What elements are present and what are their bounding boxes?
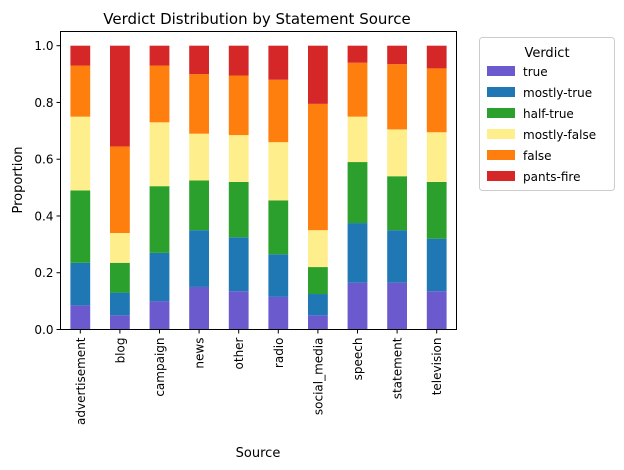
bar-news-half-true xyxy=(189,180,209,231)
bar-social_media-false xyxy=(308,103,328,231)
bar-radio-half-true xyxy=(268,200,289,255)
bar-social_media-true xyxy=(308,315,328,330)
y-tick-label: 0.4 xyxy=(34,209,53,223)
x-tick-label-blog: blog xyxy=(113,338,127,364)
bar-other-mostly-false xyxy=(228,135,249,182)
legend-swatch-mostly-true xyxy=(487,87,515,97)
y-axis: 0.0 0.2 0.4 0.6 0.8 1.0 xyxy=(34,39,61,337)
legend-swatch-false xyxy=(487,150,515,160)
legend-swatch-mostly-false xyxy=(487,129,515,139)
bar-news-mostly-false xyxy=(189,133,209,181)
x-tick-label-speech: speech xyxy=(351,338,365,381)
legend-label-mostly-false: mostly-false xyxy=(523,128,596,142)
chart-title: Verdict Distribution by Statement Source xyxy=(103,10,410,28)
bar-news-true xyxy=(189,286,209,330)
legend-swatch-half-true xyxy=(487,108,515,118)
bar-other-mostly-true xyxy=(228,237,249,292)
legend-swatch-pants-fire xyxy=(487,171,515,181)
y-axis-label: Proportion xyxy=(11,146,26,213)
bar-radio-mostly-true xyxy=(268,254,289,297)
bar-campaign-false xyxy=(149,65,170,123)
x-tick-label-advertisement: advertisement xyxy=(74,337,88,425)
x-tick-label-radio: radio xyxy=(272,338,286,369)
bar-advertisement-false xyxy=(70,65,91,117)
bar-speech-mostly-true xyxy=(347,223,368,283)
bar-news-pants-fire xyxy=(189,45,209,75)
bar-speech-pants-fire xyxy=(347,45,368,63)
y-tick-label: 0.0 xyxy=(34,323,53,337)
bar-blog-mostly-true xyxy=(110,292,130,316)
bar-campaign-true xyxy=(149,301,170,330)
y-tick-label: 1.0 xyxy=(34,39,53,53)
legend-label-pants-fire: pants-fire xyxy=(523,170,580,184)
x-tick-label-news: news xyxy=(193,338,207,369)
bar-speech-true xyxy=(347,282,368,330)
bar-television-mostly-true xyxy=(426,238,447,292)
bar-other-true xyxy=(228,291,249,330)
bar-advertisement-mostly-false xyxy=(70,116,91,191)
bar-campaign-half-true xyxy=(149,186,170,253)
bar-television-mostly-false xyxy=(426,132,447,182)
bar-radio-mostly-false xyxy=(268,142,289,201)
bar-statement-mostly-true xyxy=(387,230,407,283)
bar-television-half-true xyxy=(426,181,447,239)
bar-advertisement-pants-fire xyxy=(70,45,91,66)
bar-statement-true xyxy=(387,282,407,330)
bar-campaign-pants-fire xyxy=(149,45,170,66)
bar-campaign-mostly-false xyxy=(149,122,170,187)
bar-blog-pants-fire xyxy=(110,45,130,147)
plot-frame xyxy=(60,31,457,330)
bar-social_media-mostly-false xyxy=(308,230,328,268)
bar-statement-false xyxy=(387,64,407,130)
bar-speech-half-true xyxy=(347,162,368,224)
bar-radio-pants-fire xyxy=(268,45,289,80)
x-axis: advertisement blog campaign news other radio s… xyxy=(74,329,444,425)
x-tick-label-television: television xyxy=(430,338,444,396)
bar-radio-false xyxy=(268,79,289,143)
x-tick-label-campaign: campaign xyxy=(153,338,167,397)
bar-blog-false xyxy=(110,146,130,234)
bar-advertisement-mostly-true xyxy=(70,262,91,306)
bar-campaign-mostly-true xyxy=(149,252,170,302)
bar-social_media-pants-fire xyxy=(308,45,328,104)
legend-label-true: true xyxy=(523,65,548,79)
bar-blog-half-true xyxy=(110,262,130,293)
bar-speech-mostly-false xyxy=(347,116,368,163)
bar-statement-pants-fire xyxy=(387,45,407,65)
bar-advertisement-half-true xyxy=(70,190,91,263)
bars xyxy=(70,45,447,330)
bar-news-mostly-true xyxy=(189,230,209,287)
bar-radio-true xyxy=(268,296,289,330)
legend-swatch-true xyxy=(487,66,515,76)
bar-statement-mostly-false xyxy=(387,129,407,177)
y-tick-label: 0.2 xyxy=(34,266,53,280)
bar-television-false xyxy=(426,68,447,133)
x-axis-label: Source xyxy=(236,446,281,461)
bar-statement-half-true xyxy=(387,176,407,231)
bar-television-pants-fire xyxy=(426,45,447,69)
bar-speech-false xyxy=(347,62,368,117)
x-tick-label-social_media: social_media xyxy=(311,338,325,416)
bar-blog-mostly-false xyxy=(110,233,130,263)
x-tick-label-other: other xyxy=(232,337,246,369)
legend-title: Verdict xyxy=(524,46,569,61)
bar-news-false xyxy=(189,74,209,134)
legend-items: true mostly-true half-true mostly-false fals… xyxy=(487,65,596,184)
bar-other-pants-fire xyxy=(228,45,249,76)
legend-label-mostly-true: mostly-true xyxy=(523,86,592,100)
bar-other-false xyxy=(228,75,249,136)
legend-label-half-true: half-true xyxy=(523,107,574,121)
bar-social_media-half-true xyxy=(308,267,328,295)
bar-other-half-true xyxy=(228,181,249,238)
legend-label-false: false xyxy=(523,149,552,163)
bar-social_media-mostly-true xyxy=(308,294,328,316)
bar-television-true xyxy=(426,291,447,330)
legend: Verdict true mostly-true half-true mostly-f… xyxy=(479,37,615,191)
y-tick-label: 0.8 xyxy=(34,96,53,110)
bar-blog-true xyxy=(110,315,130,330)
x-tick-label-statement: statement xyxy=(391,337,405,399)
bar-advertisement-true xyxy=(70,305,91,330)
y-tick-label: 0.6 xyxy=(34,153,53,167)
